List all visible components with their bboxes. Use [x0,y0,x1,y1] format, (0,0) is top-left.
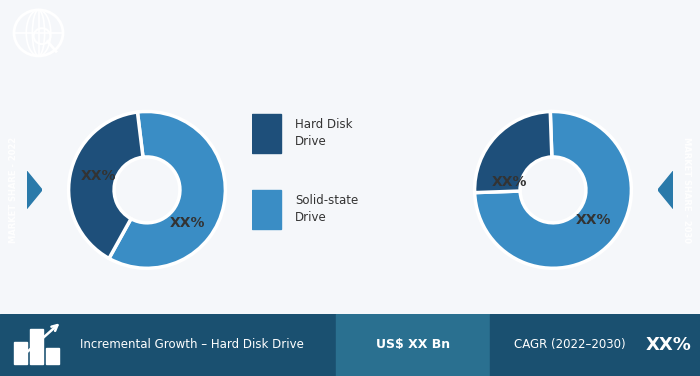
Bar [30,329,43,364]
Wedge shape [475,111,631,268]
Text: XX%: XX% [645,336,692,354]
Polygon shape [658,171,673,209]
Wedge shape [69,112,143,258]
Text: XX%: XX% [576,213,612,227]
Bar [252,190,281,229]
Text: MARKET SHARE - 2022: MARKET SHARE - 2022 [9,137,18,243]
Bar [14,342,27,364]
Bar [252,114,281,153]
Text: XX%: XX% [170,216,206,230]
Text: Solid-state
Drive: Solid-state Drive [295,194,358,224]
Wedge shape [109,111,225,268]
Bar [490,314,700,376]
Text: US$ XX Bn: US$ XX Bn [376,338,450,352]
Text: XX%: XX% [492,175,528,189]
Bar [336,314,490,376]
Text: Incremental Growth – Hard Disk Drive: Incremental Growth – Hard Disk Drive [80,338,304,352]
Bar [0,314,336,376]
Text: CAGR (2022–2030): CAGR (2022–2030) [514,338,630,352]
Text: MARKET SHARE - 2030: MARKET SHARE - 2030 [682,137,691,243]
Text: Hard Disk
Drive: Hard Disk Drive [295,118,353,149]
Polygon shape [27,171,42,209]
Bar [46,348,59,364]
Wedge shape [475,112,552,193]
Text: XX%: XX% [80,169,116,183]
